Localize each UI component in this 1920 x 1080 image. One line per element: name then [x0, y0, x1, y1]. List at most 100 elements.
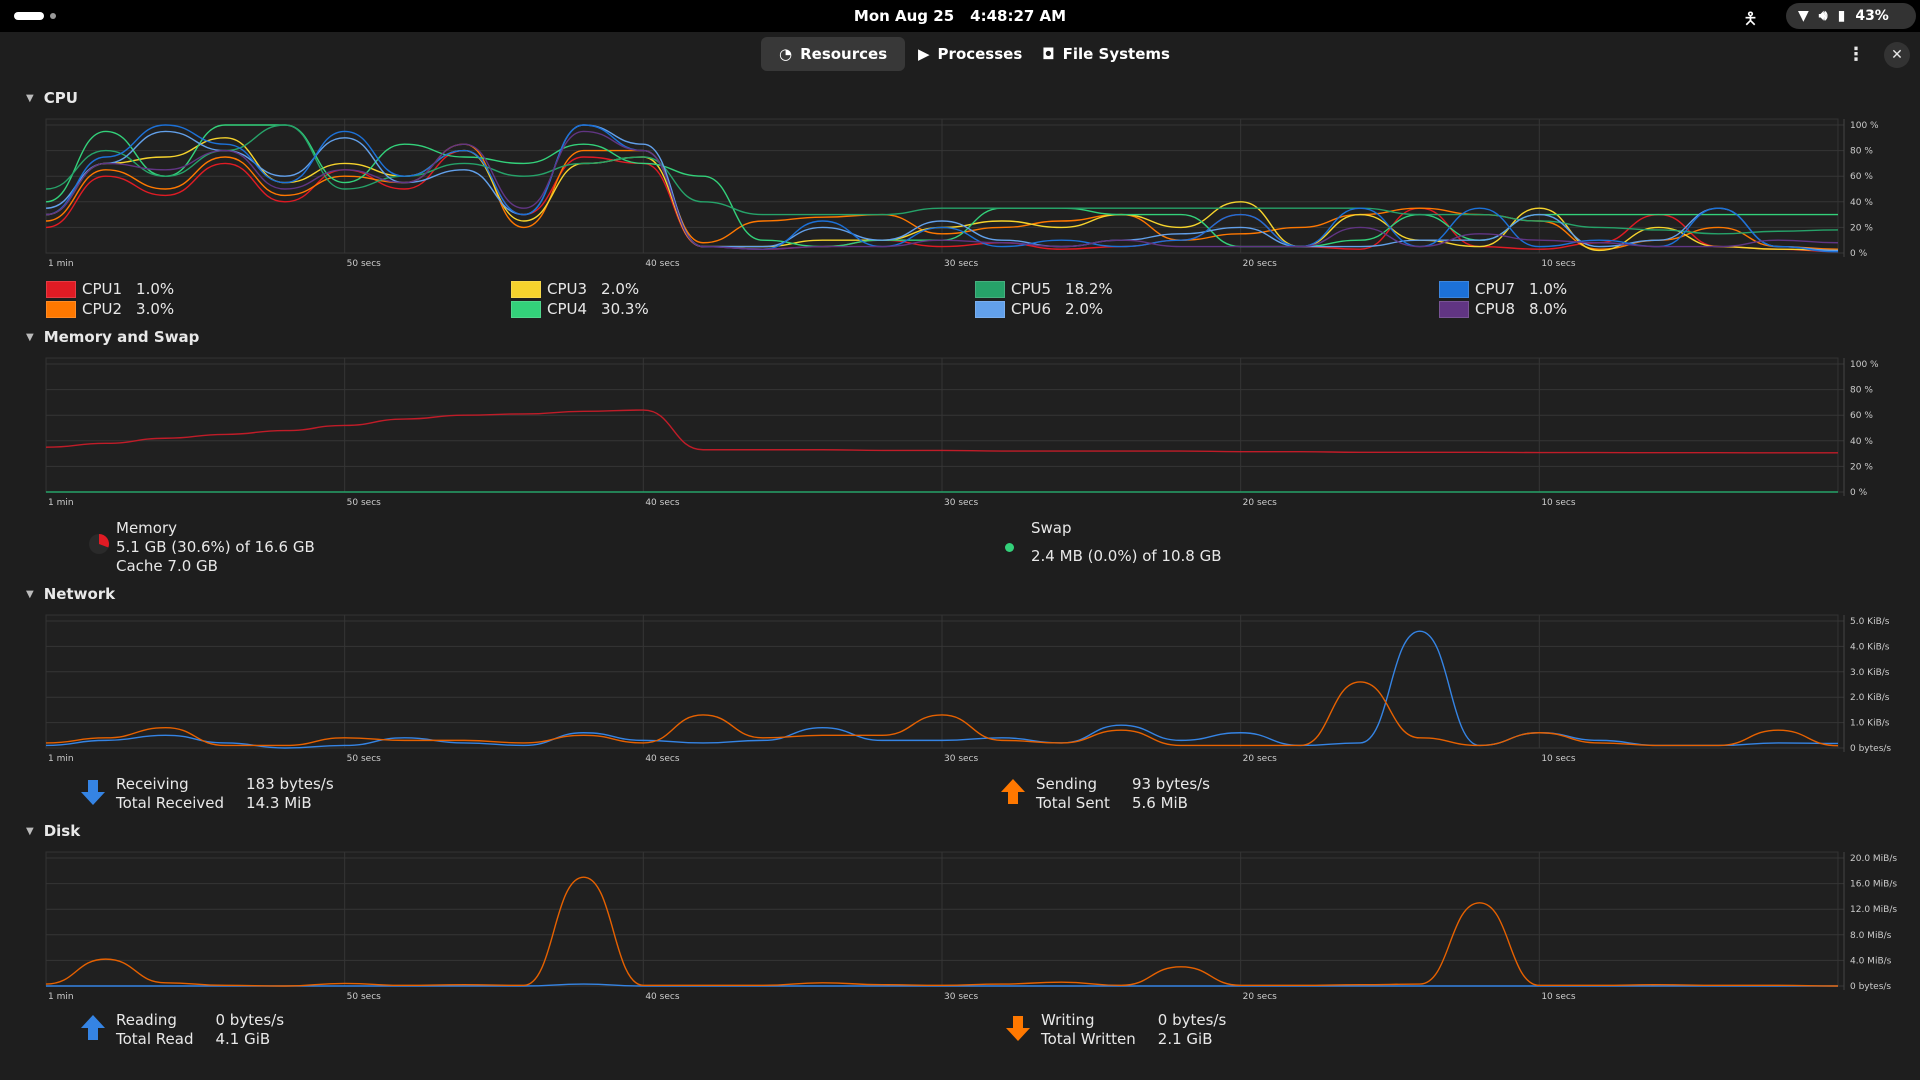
cpu-legend-item[interactable]: CPU6 2.0% — [975, 300, 1103, 318]
reading-arrow-icon — [81, 1015, 105, 1040]
y-tick-label: 5.0 KiB/s — [1850, 617, 1890, 627]
cpu-value: 3.0% — [136, 300, 175, 318]
y-tick-label: 100 % — [1850, 121, 1879, 131]
swap-dot-icon[interactable] — [1005, 543, 1014, 552]
series-line-cpu8 — [45, 130, 1839, 250]
cpu-legend-item[interactable]: CPU7 1.0% — [1439, 280, 1567, 298]
network-chart: 5.0 KiB/s 4.0 KiB/s 3.0 KiB/s 2.0 KiB/s 1.0 … — [45, 614, 1891, 764]
reading-label: Reading — [116, 1011, 177, 1029]
receiving-info: Receiving 183 bytes/s Total Received 14.3 … — [116, 775, 334, 813]
receiving-label: Receiving — [116, 775, 189, 793]
cpu-name: CPU2 — [82, 300, 123, 318]
cpu-legend-item[interactable]: CPU4 30.3% — [511, 300, 649, 318]
clock[interactable]: Mon Aug 25 4:48:27 AM — [0, 7, 1920, 25]
tab-file-systems[interactable]: ◘ File Systems — [1024, 37, 1188, 71]
y-tick-label: 20.0 MiB/s — [1850, 854, 1897, 864]
cpu-value: 8.0% — [1529, 300, 1568, 318]
color-swatch[interactable] — [975, 300, 1005, 318]
cpu-name: CPU4 — [547, 300, 588, 318]
total-written-value: 2.1 GiB — [1157, 1030, 1213, 1048]
cpu-legend-item[interactable]: CPU2 3.0% — [46, 300, 174, 318]
volume-icon: 🔊︎ — [1818, 8, 1828, 24]
cpu-value: 1.0% — [136, 280, 175, 298]
disk-section-header[interactable]: ▼ Disk — [26, 822, 80, 840]
expander-icon: ▼ — [26, 825, 34, 837]
top-bar: Mon Aug 25 4:48:27 AM 🯅 ▼ 🔊︎ ▮ 43% — [0, 0, 1920, 32]
cpu-name: CPU7 — [1475, 280, 1516, 298]
writing-value: 0 bytes/s — [1157, 1011, 1227, 1029]
download-arrow-icon — [81, 780, 105, 805]
x-tick-label: 1 min — [48, 498, 74, 508]
color-swatch[interactable] — [46, 300, 76, 318]
memory-usage: 5.1 GB (30.6%) of 16.6 GB — [116, 538, 315, 556]
y-tick-label: 3.0 KiB/s — [1850, 668, 1890, 678]
x-tick-label: 40 secs — [645, 259, 679, 269]
cpu-value: 18.2% — [1065, 280, 1113, 298]
accessibility-icon[interactable]: 🯅 — [1743, 9, 1758, 29]
cpu-legend-item[interactable]: CPU5 18.2% — [975, 280, 1113, 298]
sending-label: Sending — [1036, 775, 1097, 793]
y-tick-label: 0 % — [1850, 249, 1868, 259]
writing-info: Writing 0 bytes/s Total Written 2.1 GiB — [1041, 1011, 1226, 1049]
cpu-legend-item[interactable]: CPU8 8.0% — [1439, 300, 1567, 318]
y-tick-label: 12.0 MiB/s — [1850, 905, 1897, 915]
swap-label: Swap — [1031, 519, 1072, 537]
expander-icon: ▼ — [26, 92, 34, 104]
upload-arrow-icon — [1001, 779, 1025, 804]
workspace-indicator[interactable] — [50, 13, 56, 19]
x-tick-label: 50 secs — [347, 498, 381, 508]
reading-info: Reading 0 bytes/s Total Read 4.1 GiB — [116, 1011, 284, 1049]
tab-label: Processes — [937, 45, 1023, 63]
series-line-cpu7 — [45, 124, 1839, 253]
y-tick-label: 100 % — [1850, 360, 1879, 370]
x-tick-label: 30 secs — [944, 259, 978, 269]
x-tick-label: 50 secs — [347, 992, 381, 1002]
total-written-label: Total Written — [1041, 1030, 1136, 1048]
network-section-header[interactable]: ▼ Network — [26, 585, 115, 603]
cpu-name: CPU1 — [82, 280, 123, 298]
header-bar: ◔ Resources ▶ Processes ◘ File Systems ⋮ ✕ — [0, 32, 1920, 80]
memory-section-header[interactable]: ▼ Memory and Swap — [26, 328, 199, 346]
cpu-legend-item[interactable]: CPU1 1.0% — [46, 280, 174, 298]
play-icon: ▶ — [918, 45, 930, 63]
color-swatch[interactable] — [1439, 300, 1469, 318]
total-received-label: Total Received — [116, 794, 225, 812]
y-tick-label: 0 bytes/s — [1850, 982, 1891, 992]
color-swatch[interactable] — [511, 280, 541, 298]
total-read-label: Total Read — [116, 1030, 194, 1048]
y-tick-label: 20 % — [1850, 462, 1873, 472]
close-button[interactable]: ✕ — [1884, 42, 1910, 68]
memory-pie-icon[interactable] — [88, 533, 110, 555]
color-swatch[interactable] — [975, 280, 1005, 298]
color-swatch[interactable] — [511, 300, 541, 318]
battery-percent: 43% — [1855, 8, 1889, 24]
expander-icon: ▼ — [26, 331, 34, 343]
writing-label: Writing — [1041, 1011, 1095, 1029]
tab-resources[interactable]: ◔ Resources — [761, 37, 906, 71]
y-tick-label: 8.0 MiB/s — [1850, 931, 1892, 941]
section-title: Network — [43, 585, 116, 603]
x-tick-label: 20 secs — [1243, 992, 1277, 1002]
series-line-memory — [45, 409, 1838, 454]
y-tick-label: 4.0 KiB/s — [1850, 642, 1890, 652]
memory-chart: 100 % 80 % 60 % 40 % 20 % 0 % 1 min 50 secs 40 s… — [45, 357, 1879, 508]
memory-label: Memory — [116, 519, 178, 537]
x-tick-label: 20 secs — [1243, 259, 1277, 269]
section-title: Disk — [43, 822, 81, 840]
y-tick-label: 80 % — [1850, 147, 1873, 157]
x-tick-label: 40 secs — [645, 754, 679, 764]
color-swatch[interactable] — [46, 280, 76, 298]
cpu-legend-item[interactable]: CPU3 2.0% — [511, 280, 639, 298]
cpu-name: CPU3 — [547, 280, 588, 298]
main-menu-button[interactable]: ⋮ — [1847, 44, 1865, 65]
battery-icon: ▮ — [1837, 8, 1846, 24]
workspace-indicator-active[interactable] — [14, 12, 44, 20]
color-swatch[interactable] — [1439, 280, 1469, 298]
y-tick-label: 0 % — [1850, 488, 1868, 498]
system-tray[interactable]: ▼ 🔊︎ ▮ 43% — [1786, 3, 1916, 29]
cpu-section-header[interactable]: ▼ CPU — [26, 89, 78, 107]
cpu-value: 1.0% — [1529, 280, 1568, 298]
tab-processes[interactable]: ▶ Processes — [900, 37, 1040, 71]
x-tick-label: 30 secs — [944, 754, 978, 764]
reading-value: 0 bytes/s — [215, 1011, 285, 1029]
